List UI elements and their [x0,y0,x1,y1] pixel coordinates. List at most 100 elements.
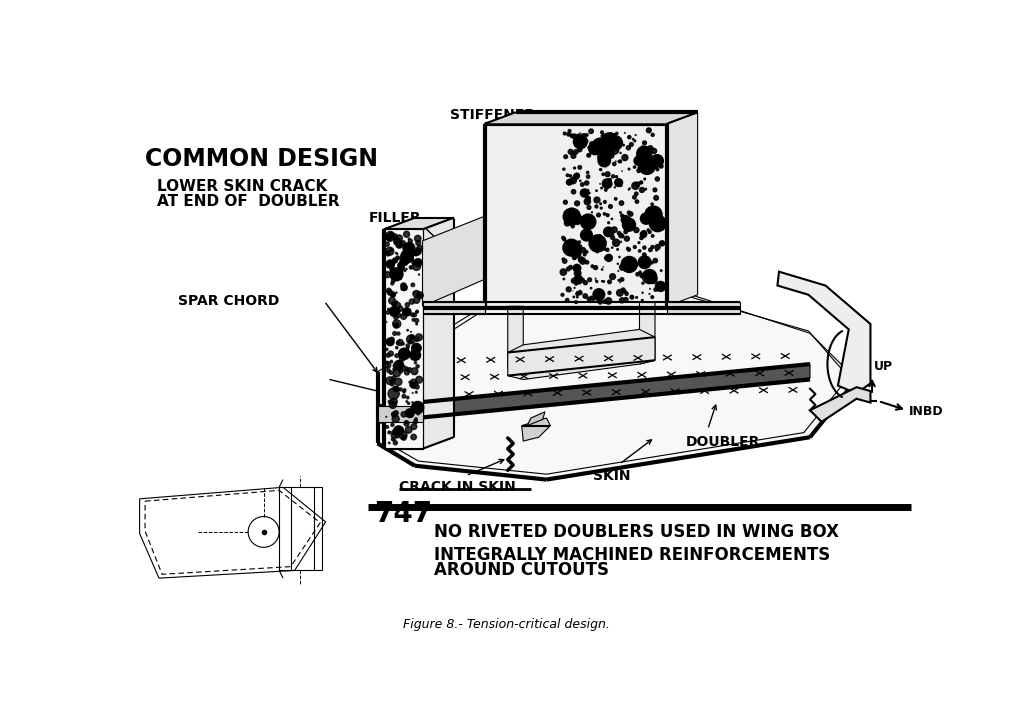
Polygon shape [423,303,484,314]
Point [379,269,395,280]
Point [386,426,402,438]
Text: LOWER SKIN CRACK: LOWER SKIN CRACK [158,179,328,194]
Point [574,274,591,286]
Point [409,261,425,272]
Point [607,193,624,205]
Point [402,326,419,337]
Circle shape [392,269,398,275]
Point [380,249,396,261]
Point [406,344,422,355]
Polygon shape [521,418,550,441]
Circle shape [386,259,395,269]
Point [399,363,416,375]
Circle shape [404,408,415,418]
Point [380,365,396,376]
Circle shape [636,146,652,162]
Point [644,291,660,303]
Point [408,375,424,387]
Point [579,226,595,237]
Point [406,432,422,443]
Point [379,231,395,243]
Point [395,408,412,420]
Point [587,262,603,274]
Point [646,145,663,156]
Circle shape [393,360,404,371]
Point [556,233,572,245]
Point [629,195,645,207]
Point [632,245,648,257]
Circle shape [402,307,412,316]
Point [625,133,641,145]
Point [600,217,616,229]
Point [574,231,591,243]
Circle shape [638,256,651,269]
Polygon shape [423,218,454,449]
Point [562,170,579,182]
Point [599,169,615,180]
Point [610,156,627,167]
Point [571,286,588,298]
Point [573,254,590,266]
Polygon shape [378,406,423,422]
Point [399,299,416,311]
Text: INTEGRALLY MACHINED REINFORCEMENTS: INTEGRALLY MACHINED REINFORCEMENTS [434,546,830,564]
Point [624,139,640,151]
Point [410,232,426,244]
Point [590,209,606,221]
Point [565,291,582,303]
Point [651,222,668,233]
Point [410,361,426,372]
Point [604,242,621,253]
Point [592,230,608,242]
Point [618,288,635,300]
Point [617,294,634,306]
Point [633,232,649,244]
Point [406,376,422,388]
Bar [280,487,322,571]
Point [404,279,421,290]
Point [621,184,637,195]
Point [385,434,401,445]
Point [384,277,400,289]
Circle shape [640,230,647,238]
Point [580,195,596,207]
Point [590,136,606,148]
Circle shape [580,188,589,198]
Point [401,376,418,388]
Point [392,303,409,314]
Point [581,193,597,204]
Point [396,343,413,355]
Point [399,405,416,416]
Circle shape [400,250,414,264]
Point [613,139,630,151]
Point [634,295,650,306]
Point [556,127,572,139]
Circle shape [397,261,404,269]
Circle shape [572,134,588,149]
Point [409,319,425,330]
Point [641,226,657,237]
Point [395,311,412,322]
Point [568,169,585,181]
Point [560,264,577,275]
Point [614,210,631,222]
Point [617,226,634,237]
Point [609,258,626,269]
Point [379,358,395,369]
Point [403,296,420,308]
Point [409,387,425,398]
Point [380,361,396,373]
Point [386,398,402,410]
Point [385,375,401,387]
Point [569,275,586,287]
Point [565,150,582,161]
Point [572,287,589,299]
Point [636,227,652,238]
Point [389,300,406,311]
Point [379,238,395,250]
Circle shape [607,135,624,151]
Point [380,248,396,259]
Point [388,319,404,331]
Point [560,246,577,258]
Point [389,431,406,442]
